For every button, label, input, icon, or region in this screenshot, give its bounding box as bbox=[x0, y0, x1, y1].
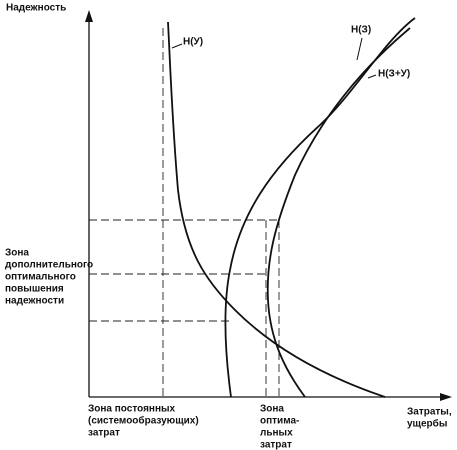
zone-label: затрат bbox=[260, 440, 292, 450]
zone-label: надежности bbox=[5, 296, 64, 307]
x-label: ущербы bbox=[407, 418, 447, 430]
zone-label: затрат bbox=[88, 428, 120, 439]
y-arrow bbox=[85, 10, 93, 22]
zone-label: оптимального bbox=[5, 272, 76, 283]
zone-label: оптима- bbox=[260, 416, 299, 427]
zone-label: Зона постоянных bbox=[88, 404, 176, 415]
zone-label: Зона bbox=[260, 404, 284, 415]
curve-hzu bbox=[266, 27, 411, 398]
curve-label: Н(З+У) bbox=[378, 69, 410, 80]
leader bbox=[367, 74, 377, 79]
curve-hu bbox=[167, 21, 386, 398]
leader bbox=[356, 37, 363, 61]
zone-label: льных bbox=[260, 428, 293, 439]
curve-label: Н(З) bbox=[351, 25, 371, 36]
zone-label: повышения bbox=[5, 284, 64, 295]
zone-label: (системообразующих) bbox=[88, 415, 199, 427]
leader bbox=[171, 43, 183, 49]
zone-label: дополнительного bbox=[5, 260, 93, 271]
zone-label: Зона bbox=[5, 248, 29, 259]
curve-label: Н(У) bbox=[183, 37, 203, 48]
y-label: Надежность bbox=[6, 3, 66, 14]
x-label: Затраты, bbox=[407, 407, 452, 418]
x-arrow bbox=[440, 393, 452, 401]
